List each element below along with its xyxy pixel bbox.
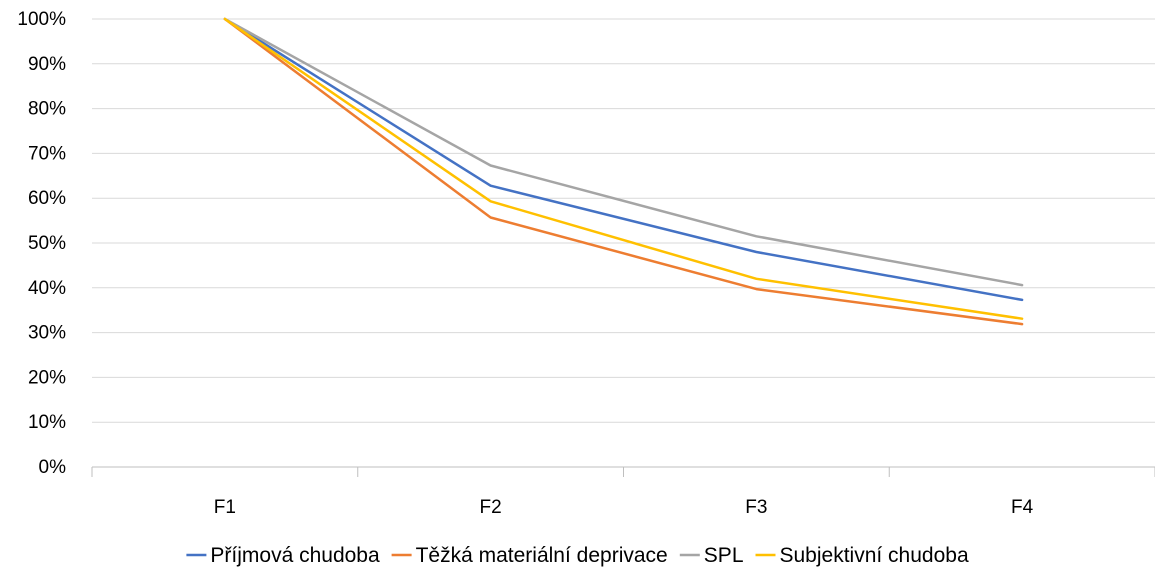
legend-item: SPL xyxy=(679,544,744,567)
y-tick-label: 40% xyxy=(28,278,66,299)
y-tick-label: 0% xyxy=(39,457,67,478)
series-line xyxy=(223,17,1024,320)
legend-item: Těžká materiální deprivace xyxy=(391,544,668,567)
legend-item: Subjektivní chudoba xyxy=(755,544,969,567)
y-tick-label: 10% xyxy=(28,412,66,433)
gridlines xyxy=(92,18,1155,423)
legend-label: SPL xyxy=(704,544,744,567)
legend-label: Příjmová chudoba xyxy=(210,544,380,567)
legend-item: Příjmová chudoba xyxy=(186,544,380,567)
series-line xyxy=(223,17,1024,302)
legend-label: Těžká materiální deprivace xyxy=(416,544,668,567)
series-lines xyxy=(223,17,1024,326)
x-tick-label: F3 xyxy=(745,497,767,518)
series-line xyxy=(223,17,1024,287)
y-tick-label: 100% xyxy=(17,9,66,30)
y-tick-label: 70% xyxy=(28,143,66,164)
x-axis: F1 F2 F3 F4 xyxy=(91,466,1155,518)
x-tick-label: F2 xyxy=(480,497,502,518)
y-tick-label: 60% xyxy=(28,188,66,209)
y-tick-label: 90% xyxy=(28,54,66,75)
y-tick-label: 30% xyxy=(28,323,66,344)
y-tick-label: 20% xyxy=(28,367,66,388)
y-tick-label: 80% xyxy=(28,99,66,120)
x-tick-label: F4 xyxy=(1011,497,1034,518)
legend-label: Subjektivní chudoba xyxy=(780,544,969,567)
legend: Příjmová chudoba Těžká materiální depriva… xyxy=(186,544,969,567)
y-axis-tick-labels: 0% 10% 20% 30% 40% 50% 60% 70% 80% 90% 100% xyxy=(17,9,66,478)
x-tick-label: F1 xyxy=(214,497,236,518)
y-tick-label: 50% xyxy=(28,233,66,254)
series-line xyxy=(223,17,1024,326)
